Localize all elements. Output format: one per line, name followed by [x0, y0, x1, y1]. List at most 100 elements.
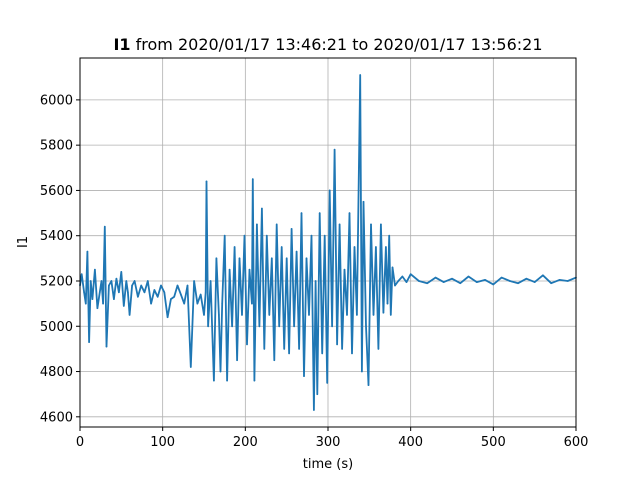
- x-tick-label: 600: [564, 435, 589, 450]
- data-point: [346, 314, 348, 316]
- data-point: [467, 275, 470, 278]
- data-point: [147, 280, 149, 282]
- y-axis-label: I1: [16, 236, 31, 248]
- data-point: [336, 343, 338, 346]
- data-point: [153, 289, 156, 291]
- data-point: [140, 284, 142, 287]
- data-point: [123, 305, 125, 307]
- data-point: [91, 298, 94, 300]
- data-point: [108, 284, 110, 287]
- data-point: [231, 325, 233, 328]
- data-point: [207, 325, 209, 328]
- data-point: [298, 348, 300, 350]
- data-point: [102, 302, 104, 305]
- data-point: [131, 284, 133, 287]
- data-point: [290, 228, 293, 230]
- data-point: [99, 291, 101, 294]
- data-point: [199, 293, 202, 296]
- data-point: [88, 341, 90, 343]
- data-point: [125, 280, 128, 282]
- data-point: [275, 223, 278, 226]
- data-point: [137, 296, 139, 298]
- data-point: [390, 314, 392, 316]
- data-point: [476, 281, 478, 283]
- data-point: [362, 201, 365, 203]
- data-point: [243, 234, 246, 237]
- data-point: [303, 375, 305, 377]
- data-point: [341, 348, 343, 350]
- data-point: [492, 283, 495, 286]
- data-point: [246, 343, 248, 346]
- data-point: [280, 246, 283, 248]
- data-point: [382, 311, 385, 314]
- chart-title-rest: from 2020/01/17 13:46:21 to 2020/01/17 1…: [131, 35, 543, 54]
- data-point: [133, 280, 136, 282]
- data-point: [110, 280, 113, 282]
- data-point: [375, 246, 377, 248]
- data-point: [143, 291, 146, 294]
- data-point: [196, 302, 199, 305]
- data-point: [357, 189, 360, 192]
- data-point: [367, 384, 370, 386]
- data-point: [525, 277, 528, 280]
- data-point: [278, 325, 281, 328]
- data-point: [248, 268, 251, 271]
- data-point: [226, 379, 228, 382]
- data-point: [120, 271, 123, 273]
- data-point: [85, 302, 87, 305]
- data-point: [273, 359, 276, 362]
- data-point: [252, 178, 254, 180]
- y-tick-label: 5000: [40, 320, 73, 335]
- data-point: [253, 379, 256, 382]
- data-point: [484, 279, 486, 281]
- data-point: [372, 314, 375, 316]
- data-point: [401, 275, 404, 278]
- data-point: [258, 325, 261, 328]
- data-point: [308, 314, 310, 316]
- data-point: [359, 74, 362, 76]
- data-point: [96, 307, 99, 310]
- data-point: [104, 225, 106, 228]
- data-point: [314, 280, 317, 282]
- series-layer: [79, 74, 577, 411]
- data-point: [118, 291, 120, 294]
- y-tick-label: 5200: [40, 274, 73, 289]
- data-point: [566, 280, 569, 282]
- data-point: [391, 266, 394, 269]
- data-point: [370, 223, 372, 226]
- data-point: [361, 370, 363, 373]
- data-point: [180, 293, 182, 296]
- data-point: [377, 348, 380, 350]
- y-tick-label: 5800: [40, 139, 73, 154]
- data-point: [219, 370, 222, 373]
- data-point: [380, 223, 382, 226]
- data-point: [500, 276, 503, 279]
- data-point: [115, 277, 118, 280]
- chart-title: I1 from 2020/01/17 13:46:21 to 2020/01/1…: [113, 35, 542, 54]
- data-point: [310, 234, 313, 237]
- data-point: [405, 281, 408, 283]
- data-point: [83, 291, 85, 294]
- data-point: [550, 282, 552, 285]
- data-point: [218, 314, 220, 316]
- data-point: [397, 280, 400, 282]
- data-point: [166, 316, 169, 319]
- data-point: [323, 234, 326, 237]
- data-point: [283, 348, 286, 350]
- data-point: [209, 280, 212, 282]
- y-tick-label: 5400: [40, 229, 73, 244]
- x-axis-ticks: 0 100 200 300 400 500 600: [76, 427, 589, 450]
- data-point: [386, 302, 389, 305]
- data-point: [426, 282, 429, 285]
- data-point: [295, 250, 298, 253]
- data-point: [451, 277, 453, 280]
- data-point: [313, 409, 315, 411]
- data-point: [271, 257, 273, 260]
- data-point: [316, 393, 319, 396]
- data-point: [183, 302, 185, 305]
- data-point: [318, 212, 321, 214]
- data-point: [394, 284, 396, 287]
- data-point: [205, 180, 208, 183]
- data-point: [266, 234, 268, 237]
- data-point: [80, 273, 83, 276]
